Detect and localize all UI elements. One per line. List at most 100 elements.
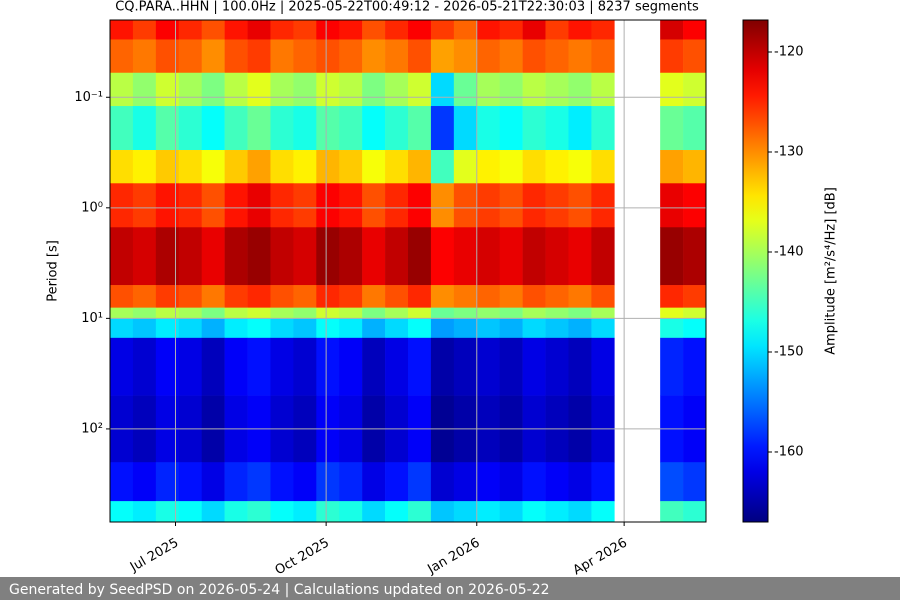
heatmap-cell xyxy=(224,183,248,228)
heatmap-cell xyxy=(430,150,455,184)
heatmap-cell xyxy=(660,462,684,502)
heatmap-cell xyxy=(155,72,180,107)
heatmap-cell xyxy=(201,285,225,308)
heatmap-cell xyxy=(499,337,523,396)
heatmap-cell xyxy=(499,39,523,74)
heatmap-cell xyxy=(408,227,432,286)
heatmap-cell xyxy=(132,318,157,339)
colorbar xyxy=(742,19,769,523)
heatmap-cell xyxy=(499,183,523,228)
heatmap-cell xyxy=(430,501,455,523)
heatmap-cell xyxy=(270,285,294,308)
heatmap-cell xyxy=(522,106,546,151)
heatmap-cell xyxy=(362,307,386,319)
heatmap-cell xyxy=(522,227,546,286)
heatmap-cell xyxy=(132,72,157,107)
heatmap-cell xyxy=(201,337,225,396)
heatmap-cell xyxy=(683,462,707,502)
heatmap-cell xyxy=(430,337,455,396)
heatmap-cell xyxy=(270,307,294,319)
heatmap-cell xyxy=(591,106,615,151)
colorbar-tick-label: -160 xyxy=(774,445,804,460)
heatmap-cell xyxy=(316,20,340,40)
heatmap-cell xyxy=(247,462,271,502)
heatmap-cell xyxy=(110,318,134,339)
heatmap-cell xyxy=(132,337,157,396)
heatmap-cell xyxy=(660,150,684,184)
heatmap-cell xyxy=(430,39,455,74)
heatmap-cell xyxy=(453,183,478,228)
heatmap-cell xyxy=(224,501,248,523)
heatmap-cell xyxy=(522,285,546,308)
heatmap-cell xyxy=(385,337,409,396)
heatmap-cell xyxy=(430,227,455,286)
colorbar-label: Amplitude [m²/s⁴/Hz] [dB] xyxy=(824,187,839,355)
heatmap-cell xyxy=(545,183,569,228)
heatmap-cell xyxy=(591,285,615,308)
heatmap-cell xyxy=(499,227,523,286)
heatmap-cell xyxy=(591,337,615,396)
heatmap-cell xyxy=(476,20,500,40)
heatmap-cell xyxy=(591,501,615,523)
heatmap-cell xyxy=(499,285,523,308)
heatmap-cell xyxy=(247,72,271,107)
heatmap-cell xyxy=(522,20,546,40)
colorbar-tick-label: -120 xyxy=(774,45,804,60)
heatmap-cell xyxy=(522,501,546,523)
heatmap-cell xyxy=(339,462,363,502)
heatmap-cell xyxy=(476,337,500,396)
y-tick-label: 10² xyxy=(81,421,103,436)
x-tick-label: Jan 2026 xyxy=(425,536,483,578)
heatmap-cell xyxy=(683,20,707,40)
heatmap-cell xyxy=(408,285,432,308)
heatmap-cell xyxy=(247,106,271,151)
heatmap-cell xyxy=(568,501,592,523)
heatmap-cell xyxy=(316,307,340,319)
x-tick-label: Jul 2025 xyxy=(127,536,181,576)
heatmap-cell xyxy=(591,318,615,339)
footer-text: Generated by SeedPSD on 2026-05-24 | Cal… xyxy=(9,582,550,598)
heatmap-cell xyxy=(155,150,180,184)
heatmap-cell xyxy=(247,318,271,339)
heatmap-cell xyxy=(499,72,523,107)
heatmap-cell xyxy=(201,20,225,40)
heatmap-cell xyxy=(110,20,134,40)
heatmap-cell xyxy=(545,150,569,184)
heatmap-cell xyxy=(201,227,225,286)
heatmap-cell xyxy=(522,183,546,228)
heatmap-cell xyxy=(430,72,455,107)
heatmap-cell xyxy=(476,462,500,502)
plot-frame xyxy=(109,19,707,523)
heatmap-cell xyxy=(660,285,684,308)
heatmap-cell xyxy=(385,318,409,339)
heatmap-cell xyxy=(476,318,500,339)
heatmap-cell xyxy=(408,106,432,151)
heatmap-cell xyxy=(408,462,432,502)
heatmap-cell xyxy=(224,106,248,151)
heatmap-cell xyxy=(476,72,500,107)
heatmap-cell xyxy=(316,39,340,74)
heatmap-cell xyxy=(453,501,478,523)
heatmap-cell xyxy=(453,318,478,339)
heatmap-cell xyxy=(385,20,409,40)
heatmap-cell xyxy=(293,20,317,40)
heatmap-cell xyxy=(408,337,432,396)
heatmap-cell xyxy=(339,106,363,151)
heatmap-cell xyxy=(270,337,294,396)
heatmap-cell xyxy=(339,20,363,40)
heatmap-cell xyxy=(155,307,180,319)
heatmap-cell xyxy=(591,20,615,40)
heatmap-cell xyxy=(522,72,546,107)
heatmap-cell xyxy=(683,72,707,107)
heatmap-cell xyxy=(155,183,180,228)
heatmap-cell xyxy=(155,337,180,396)
heatmap-cell xyxy=(247,337,271,396)
heatmap-cell xyxy=(660,307,684,319)
heatmap-cell xyxy=(293,318,317,339)
heatmap-cell xyxy=(568,39,592,74)
heatmap-cell xyxy=(683,337,707,396)
heatmap-cell xyxy=(545,462,569,502)
heatmap-cell xyxy=(247,20,271,40)
heatmap-cell xyxy=(132,227,157,286)
